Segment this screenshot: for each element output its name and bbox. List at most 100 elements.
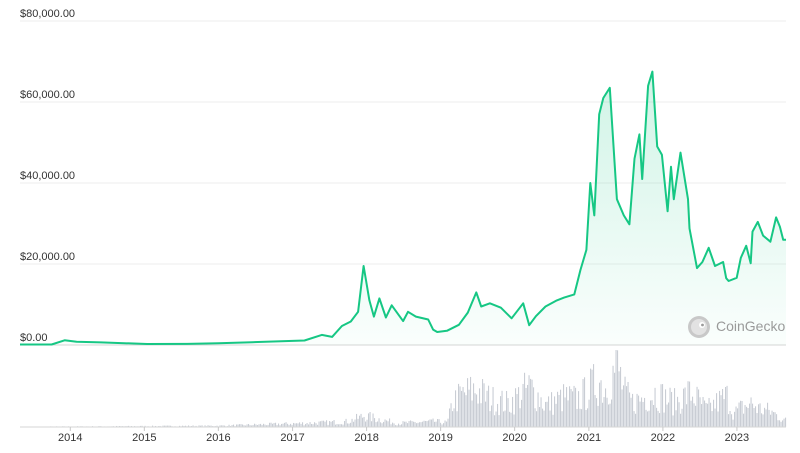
volume-bar — [513, 414, 515, 427]
volume-bar — [314, 422, 316, 427]
volume-bar — [719, 390, 721, 427]
volume-bar — [335, 424, 337, 427]
volume-bar — [731, 414, 733, 427]
volume-bar — [236, 424, 238, 427]
volume-bar — [311, 423, 313, 427]
volume-bar — [294, 423, 296, 427]
volume-bar — [324, 421, 326, 427]
volume-bar — [558, 394, 560, 427]
volume-bar — [470, 376, 472, 427]
volume-bar — [579, 408, 581, 427]
volume-bar — [707, 403, 709, 427]
volume-bar — [167, 425, 169, 427]
volume-bar — [527, 384, 529, 427]
volume-bar — [761, 413, 763, 427]
volume-bar — [243, 425, 245, 427]
volume-bar — [464, 392, 466, 427]
volume-bar — [116, 425, 118, 427]
volume-bar — [387, 421, 389, 427]
volume-bar — [560, 389, 562, 427]
volume-bar — [393, 423, 395, 427]
volume-bar — [495, 411, 497, 427]
volume-bar — [119, 425, 121, 427]
volume-bar — [450, 403, 452, 427]
volume-bar — [497, 403, 499, 427]
volume-bar — [477, 403, 479, 427]
volume-bar — [338, 424, 340, 427]
volume-bar — [530, 378, 532, 427]
volume-bar — [392, 422, 394, 427]
volume-bar — [359, 415, 361, 427]
x-axis: 2014 2015 2016 2017 2018 2019 2020 2021 2022 2023 — [20, 426, 786, 444]
volume-bar — [729, 410, 731, 427]
volume-bar — [321, 420, 323, 427]
volume-bar — [662, 384, 664, 427]
volume-bar — [518, 387, 520, 427]
volume-bar — [413, 421, 415, 427]
volume-bar — [675, 410, 677, 427]
volume-bars — [20, 350, 787, 427]
volume-bar — [546, 401, 548, 427]
volume-bar — [744, 405, 746, 427]
volume-bar — [603, 397, 605, 427]
volume-bar — [678, 402, 680, 427]
volume-bar — [482, 379, 484, 427]
volume-bar — [435, 421, 437, 427]
volume-bar — [750, 397, 752, 427]
volume-bar — [233, 424, 235, 427]
volume-bar — [428, 420, 430, 427]
volume-bar — [609, 403, 611, 427]
volume-bar — [293, 422, 295, 427]
volume-bar — [480, 403, 482, 427]
volume-bar — [563, 384, 565, 427]
volume-bar — [363, 416, 365, 427]
volume-bar — [449, 408, 451, 427]
volume-bar — [537, 392, 539, 427]
volume-bar — [507, 398, 509, 427]
volume-bar — [207, 425, 209, 427]
volume-bar — [780, 421, 782, 427]
volume-bar — [242, 424, 244, 427]
volume-bar — [521, 399, 523, 427]
volume-bar — [519, 408, 521, 427]
coingecko-logo-icon — [688, 316, 710, 338]
volume-bar — [525, 387, 527, 427]
volume-bar — [686, 404, 688, 427]
volume-bar — [350, 422, 352, 427]
volume-bar — [278, 423, 280, 427]
volume-bar — [290, 423, 292, 427]
volume-bar — [209, 425, 211, 427]
volume-bar — [653, 404, 655, 427]
volume-bar — [299, 422, 301, 427]
volume-bar — [192, 425, 194, 427]
volume-bar — [162, 425, 164, 427]
volume-bar — [200, 425, 202, 427]
volume-bar — [170, 425, 172, 427]
volume-bar — [764, 407, 766, 427]
volume-bar — [417, 422, 419, 427]
volume-bar — [276, 425, 278, 427]
volume-bar — [588, 399, 590, 427]
volume-bar — [756, 413, 758, 427]
volume-bar — [374, 418, 376, 427]
volume-bar — [512, 396, 514, 427]
volume-bar — [641, 397, 643, 427]
volume-bar — [228, 424, 230, 427]
volume-bar — [267, 424, 269, 427]
volume-bar — [509, 411, 511, 427]
volume-bar — [503, 411, 505, 427]
volume-bar — [402, 421, 404, 427]
volume-bar — [635, 413, 637, 427]
volume-bar — [528, 375, 530, 427]
volume-bar — [318, 421, 320, 427]
volume-bar — [468, 389, 470, 427]
volume-bar — [669, 387, 671, 427]
volume-bar — [648, 410, 650, 427]
volume-bar — [266, 425, 268, 427]
volume-bar — [485, 401, 487, 427]
volume-bar — [695, 405, 697, 427]
volume-bar — [657, 410, 659, 427]
volume-bar — [353, 421, 355, 427]
volume-bar — [564, 397, 566, 427]
